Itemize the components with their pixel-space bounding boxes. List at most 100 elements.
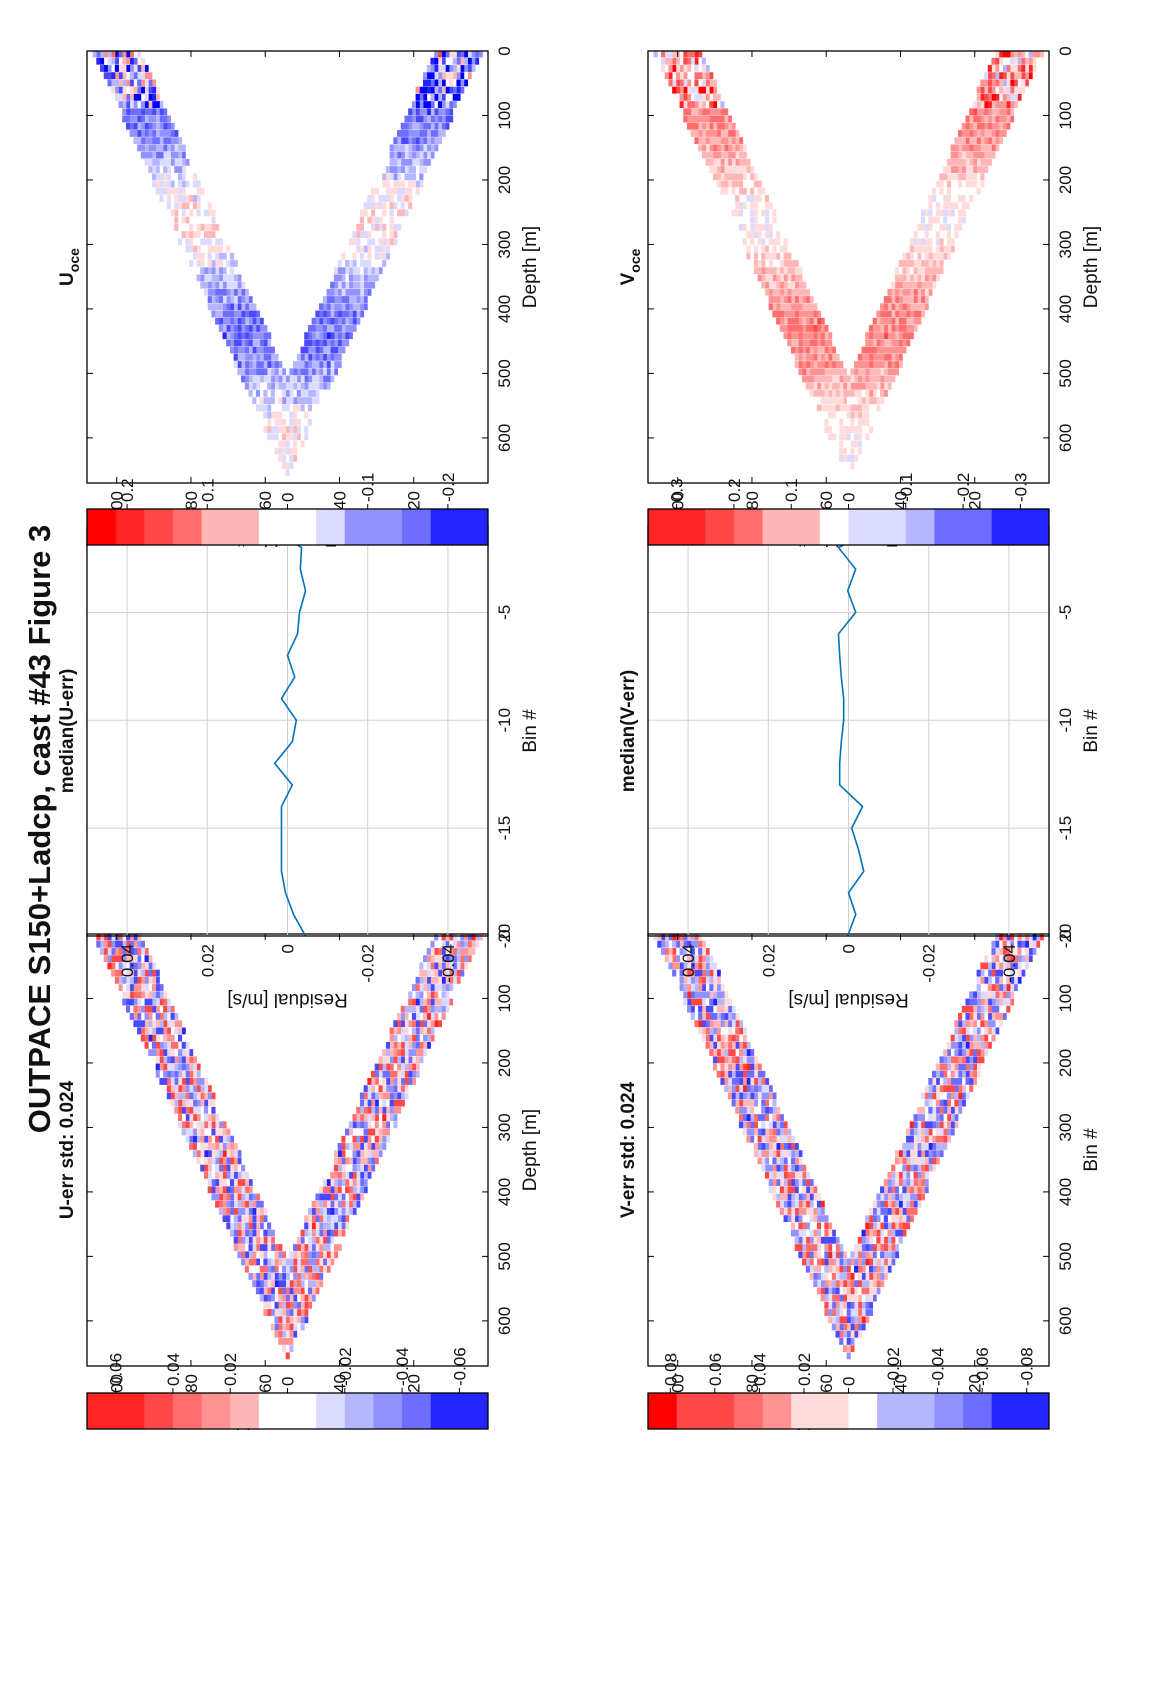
heatmap-cell <box>163 1064 167 1071</box>
heatmap-cell <box>404 116 408 123</box>
heatmap-cell <box>951 1035 955 1042</box>
heatmap-cell <box>754 181 758 188</box>
heatmap-cell <box>163 1071 167 1078</box>
heatmap-cell <box>237 1244 241 1251</box>
heatmap-cell <box>928 1121 932 1128</box>
heatmap-cell <box>223 303 227 310</box>
heatmap-cell <box>754 1085 758 1092</box>
heatmap-cell <box>973 173 977 180</box>
heatmap-cell <box>991 72 995 79</box>
heatmap-cell <box>732 181 736 188</box>
heatmap-cell <box>776 238 780 245</box>
heatmap-cell <box>423 79 427 86</box>
heatmap-cell <box>230 332 234 339</box>
heatmap-cell <box>297 1309 301 1316</box>
heatmap-cell <box>197 231 201 238</box>
heatmap-cell <box>977 108 981 115</box>
heatmap-cell <box>928 1107 932 1114</box>
heatmap-cell <box>717 1071 721 1078</box>
heatmap-cell <box>810 1215 814 1222</box>
heatmap-cell <box>876 1266 880 1273</box>
heatmap-cell <box>865 1215 869 1222</box>
heatmap-cell <box>137 999 141 1006</box>
heatmap-cell <box>936 1136 940 1143</box>
heatmap-cell <box>145 116 149 123</box>
heatmap-cell <box>430 970 434 977</box>
heatmap-cell <box>921 1179 925 1186</box>
heatmap-cell <box>371 1165 375 1172</box>
heatmap-cell <box>397 195 401 202</box>
heatmap-cell <box>434 962 438 969</box>
heatmap-cell <box>861 1273 865 1280</box>
heatmap-cell <box>1032 58 1036 65</box>
heatmap-cell <box>899 354 903 361</box>
heatmap-cell <box>743 1114 747 1121</box>
heatmap-cell <box>795 289 799 296</box>
heatmap-cell <box>319 1222 323 1229</box>
heatmap-cell <box>791 1208 795 1215</box>
heatmap-cell <box>334 1179 338 1186</box>
heatmap-cell <box>954 166 958 173</box>
heatmap-cell <box>995 130 999 137</box>
heatmap-cell <box>973 144 977 151</box>
heatmap-cell <box>185 1107 189 1114</box>
heatmap-cell <box>910 1157 914 1164</box>
heatmap-cell <box>141 101 145 108</box>
heatmap-cell <box>312 390 316 397</box>
heatmap-cell <box>308 404 312 411</box>
heatmap-cell <box>312 1237 316 1244</box>
heatmap-cell <box>735 1107 739 1114</box>
heatmap-cell <box>430 58 434 65</box>
heatmap-cell <box>282 1273 286 1280</box>
heatmap-cell <box>278 1280 282 1287</box>
heatmap-cell <box>438 116 442 123</box>
heatmap-cell <box>765 231 769 238</box>
heatmap-cell <box>858 448 862 455</box>
heatmap-cell <box>341 1215 345 1222</box>
heatmap-cell <box>371 274 375 281</box>
heatmap-cell <box>969 1056 973 1063</box>
heatmap-cell <box>821 339 825 346</box>
colorbar-swatch <box>259 509 288 545</box>
heatmap-cell <box>828 354 832 361</box>
heatmap-cell <box>100 65 104 72</box>
heatmap-cell <box>802 1194 806 1201</box>
heatmap-cell <box>241 376 245 383</box>
heatmap-cell <box>880 1237 884 1244</box>
heatmap-cell <box>754 1129 758 1136</box>
heatmap-cell <box>267 1230 271 1237</box>
heatmap-cell <box>390 1064 394 1071</box>
heatmap-cell <box>338 1143 342 1150</box>
heatmap-cell <box>345 1215 349 1222</box>
heatmap-cell <box>869 1230 873 1237</box>
heatmap-cell <box>791 318 795 325</box>
heatmap-cell <box>713 87 717 94</box>
heatmap-cell <box>706 123 710 130</box>
heatmap-cell <box>691 108 695 115</box>
heatmap-cell <box>1017 72 1021 79</box>
heatmap-cell <box>386 1121 390 1128</box>
heatmap-cell <box>234 1157 238 1164</box>
heatmap-cell <box>951 209 955 216</box>
heatmap-cell <box>382 1085 386 1092</box>
heatmap-cell <box>1017 58 1021 65</box>
heatmap-cell <box>423 94 427 101</box>
heatmap-cell <box>854 426 858 433</box>
heatmap-cell <box>828 397 832 404</box>
heatmap-cell <box>323 361 327 368</box>
heatmap-cell <box>419 984 423 991</box>
heatmap-cell <box>906 1157 910 1164</box>
heatmap-cell <box>159 1049 163 1056</box>
y-tick-label: 200 <box>495 1049 514 1077</box>
heatmap-cell <box>932 1085 936 1092</box>
heatmap-cell <box>367 217 371 224</box>
heatmap-cell <box>750 166 754 173</box>
heatmap-cell <box>122 94 126 101</box>
heatmap-cell <box>226 325 230 332</box>
heatmap-cell <box>817 339 821 346</box>
heatmap-cell <box>928 1165 932 1172</box>
heatmap-cell <box>171 1020 175 1027</box>
heatmap-cell <box>735 173 739 180</box>
heatmap-cell <box>148 1006 152 1013</box>
heatmap-cell <box>189 231 193 238</box>
